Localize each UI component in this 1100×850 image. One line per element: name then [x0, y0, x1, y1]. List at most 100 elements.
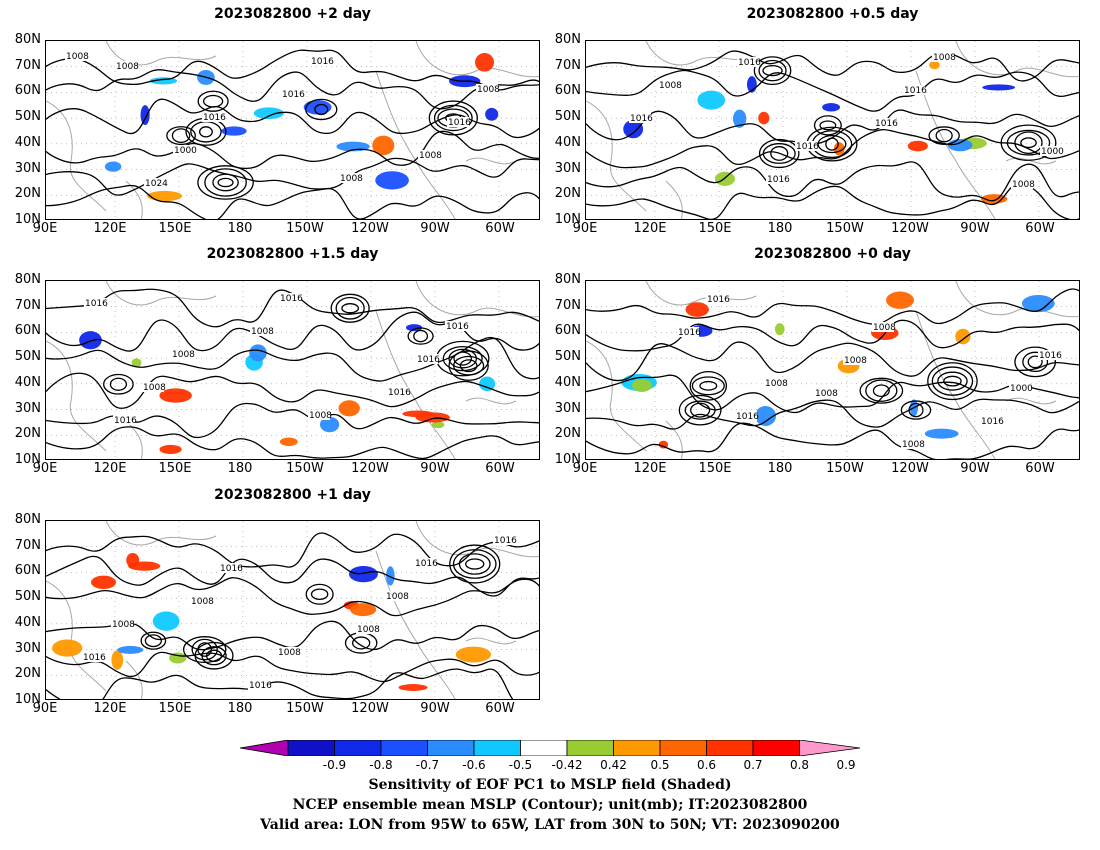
mslp-contours [586, 288, 1079, 459]
pressure-center-ring [819, 120, 837, 131]
x-tick-label: 150E [158, 221, 192, 236]
coastlines [586, 281, 1079, 459]
contour-labels: 1008 1008 1016 1008 1016 1016 1016 1008 1016 1016 [84, 293, 469, 426]
x-tick-label: 60W [485, 701, 515, 716]
pressure-center-ring [684, 400, 716, 420]
contour-label: 1008 [386, 592, 409, 602]
pressure-center-ring [865, 379, 898, 402]
pressure-center-ring [197, 90, 229, 112]
pressure-center-ring [428, 100, 478, 136]
x-tick-label: 150W [286, 461, 324, 476]
shade-blob [140, 105, 150, 126]
x-tick-label: 120W [351, 461, 389, 476]
isobar [46, 157, 539, 196]
shade-blob [90, 575, 117, 589]
colorbar-tick-label: 0.6 [696, 758, 717, 772]
contour-label: 1016 [678, 328, 701, 338]
shade-blob [79, 331, 102, 350]
y-tick-label: 60N [14, 563, 41, 579]
mslp-contours [46, 532, 539, 699]
shade-blob [924, 428, 959, 439]
contour-label: 1016 [114, 416, 137, 426]
colorbar-tick-label: -0.9 [322, 758, 347, 772]
pressure-center-ring [305, 583, 334, 605]
panel-title-p1: 2023082800 +2 day [214, 6, 371, 22]
pressure-center-ring [1020, 137, 1037, 149]
x-tick-label: 90W [420, 701, 450, 716]
pressure-center-ring [407, 327, 434, 345]
pressure-center-ring [465, 558, 485, 570]
map-canvas-p5: 1008 1016 1008 1016 1008 1016 1016 1008 1016 1008 [46, 521, 539, 699]
pressure-center-ring [753, 56, 792, 86]
x-tick-label: 180 [227, 221, 253, 236]
shade-blob [159, 388, 192, 403]
colorbar-min-arrow [240, 740, 289, 756]
pressure-center-ring [943, 375, 962, 387]
colorbar-tick-label: -0.5 [508, 758, 533, 772]
contour-label: 1000 [1041, 147, 1064, 157]
pressure-center-ring [453, 355, 485, 376]
colorbar-segment [706, 740, 754, 756]
contour-label: 1008 [1012, 180, 1035, 190]
shade-blob [929, 61, 940, 70]
y-tick-label: 60N [14, 83, 41, 99]
isobar [586, 129, 1079, 169]
shade-blob [398, 684, 428, 691]
colorbar-max-arrow [799, 740, 860, 756]
y-tick-label: 50N [14, 589, 41, 605]
contour-label: 1024 [145, 179, 168, 189]
isobar [586, 341, 1079, 382]
y-tick-label: 10N [14, 692, 41, 707]
contour-label: 1016 [280, 294, 303, 304]
shade-blob [758, 111, 770, 125]
pressure-center-ring [1027, 355, 1043, 369]
y-tick-label: 50N [14, 109, 41, 125]
shade-blob [253, 107, 284, 120]
contour-label: 1008 [477, 85, 500, 95]
panel-title-p5: 2023082800 +1 day [214, 487, 371, 503]
contour-label: 1016 [1039, 351, 1062, 361]
y-tick-label: 40N [14, 614, 41, 630]
colorbar-tick-label: 0.7 [743, 758, 763, 772]
contour-label: 1016 [904, 86, 927, 96]
x-tick-label: 120W [891, 221, 929, 236]
contour-label: 1016 [630, 114, 653, 124]
x-tick-label: 150E [698, 221, 732, 236]
colorbar-segment [613, 740, 661, 756]
contour-label: 1016 [767, 175, 790, 185]
contour-labels: 1008 1016 1008 1016 1016 1016 1000 1016 1016 1008 [629, 52, 1064, 190]
pressure-center-ring [314, 103, 329, 116]
contour-label: 1008 [419, 151, 442, 161]
shade-blob [755, 405, 777, 426]
contour-label: 1016 [220, 564, 243, 574]
pressure-center-ring [691, 376, 725, 396]
x-tick-label: 90E [572, 221, 598, 236]
pressure-center-ring [140, 631, 167, 650]
pressure-center-ring [908, 402, 924, 418]
contour-label: 1008 [143, 383, 166, 393]
map-panel-p5: 1008 1016 1008 1016 1008 1016 1016 1008 1016 1008 [45, 520, 540, 700]
pressure-center-ring [678, 394, 722, 426]
shade-blob [131, 358, 142, 368]
pressure-center-ring [931, 366, 974, 396]
shade-blob [774, 323, 785, 336]
x-tick-label: 120W [351, 221, 389, 236]
isobar [586, 288, 1079, 325]
pressure-center-ring [190, 121, 222, 143]
shade-blob [111, 650, 124, 670]
isobar [586, 69, 1079, 112]
pressure-center-ring [762, 143, 796, 164]
contour-label: 1016 [85, 299, 108, 309]
pressure-center-ring [1006, 129, 1051, 156]
colorbar-segment [752, 740, 800, 756]
x-tick-label: 120E [93, 701, 127, 716]
pressure-center-ring [194, 641, 234, 670]
pressure-center-ring [872, 384, 890, 398]
shade-blob [375, 171, 409, 190]
shade-blob [348, 565, 378, 583]
y-tick-label: 40N [554, 374, 581, 390]
y-tick-label: 20N [14, 426, 41, 442]
pressure-center-ring [212, 173, 239, 192]
x-tick-label: 60W [1025, 221, 1055, 236]
isobar [46, 372, 539, 409]
